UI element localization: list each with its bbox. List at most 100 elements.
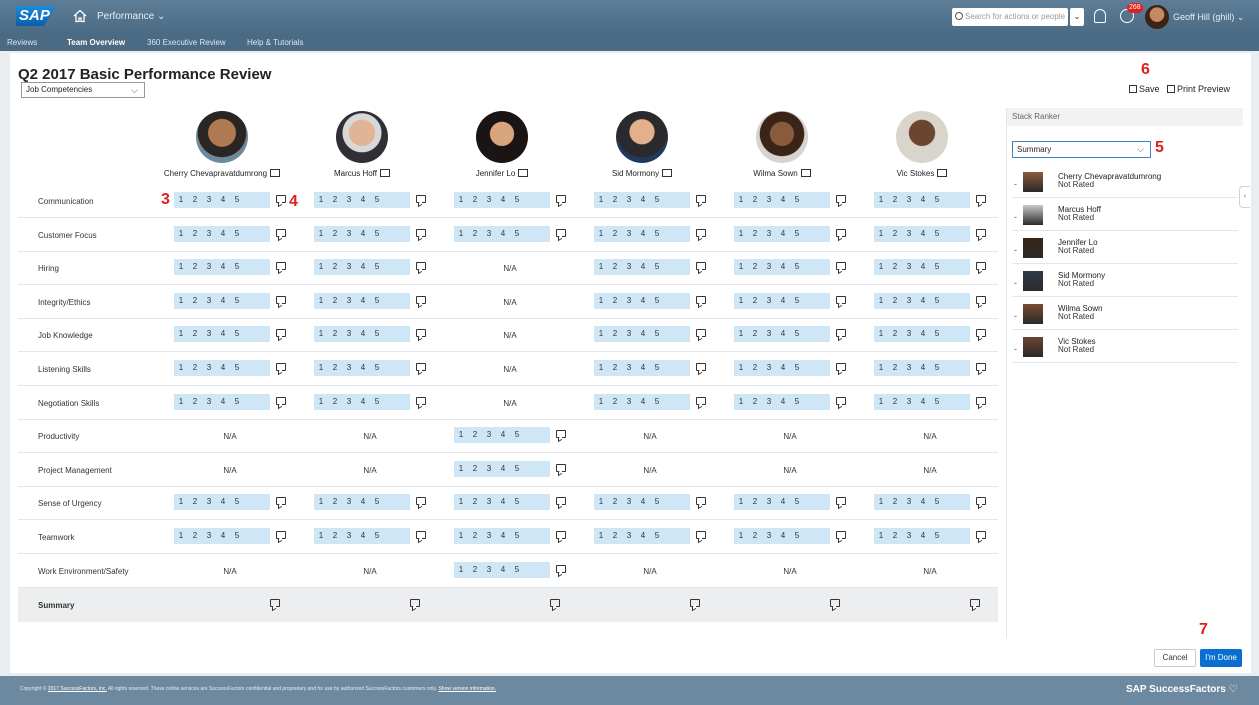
- rating-option-2[interactable]: 2: [888, 393, 902, 410]
- rating-option-3[interactable]: 3: [902, 326, 916, 343]
- rating-option-4[interactable]: 4: [916, 528, 930, 544]
- rating-option-3[interactable]: 3: [622, 360, 636, 376]
- rating-option-1[interactable]: 1: [594, 528, 608, 544]
- rating-option-1[interactable]: 1: [594, 192, 608, 208]
- rating-option-3[interactable]: 3: [342, 393, 356, 410]
- rating-option-5[interactable]: 5: [370, 494, 384, 511]
- rating-option-2[interactable]: 2: [748, 326, 762, 343]
- rating-option-3[interactable]: 3: [762, 528, 776, 544]
- collapse-panel-handle[interactable]: ‹: [1239, 186, 1250, 208]
- rating-option-4[interactable]: 4: [916, 259, 930, 276]
- rating-option-1[interactable]: 1: [174, 528, 188, 544]
- comment-icon[interactable]: [276, 396, 286, 405]
- rating-option-2[interactable]: 2: [468, 225, 482, 242]
- profile-card-icon[interactable]: [518, 169, 529, 177]
- rating-option-4[interactable]: 4: [216, 326, 230, 343]
- rating-option-3[interactable]: 3: [622, 393, 636, 410]
- rating-option-4[interactable]: 4: [636, 528, 650, 544]
- rating-option-1[interactable]: 1: [734, 259, 748, 276]
- rating-option-4[interactable]: 4: [916, 326, 930, 343]
- rating-option-2[interactable]: 2: [188, 225, 202, 242]
- comment-icon[interactable]: [276, 228, 286, 237]
- comment-icon[interactable]: [836, 329, 846, 338]
- rating-option-5[interactable]: 5: [650, 225, 664, 242]
- comment-icon[interactable]: [836, 195, 846, 203]
- rating-option-2[interactable]: 2: [328, 192, 342, 208]
- sap-logo[interactable]: SAP: [16, 6, 56, 26]
- rating-option-3[interactable]: 3: [762, 494, 776, 511]
- rating-option-5[interactable]: 5: [510, 494, 524, 511]
- comment-icon[interactable]: [976, 363, 986, 371]
- rating-option-4[interactable]: 4: [356, 360, 370, 376]
- employee-name[interactable]: Cherry Chevapravatdumrong: [152, 169, 292, 178]
- rating-option-2[interactable]: 2: [608, 360, 622, 376]
- rating-option-2[interactable]: 2: [328, 360, 342, 376]
- employee-photo[interactable]: [756, 111, 808, 163]
- rating-option-4[interactable]: 4: [496, 192, 510, 208]
- rating-option-3[interactable]: 3: [902, 494, 916, 511]
- rating-option-1[interactable]: 1: [454, 460, 468, 477]
- rating-option-3[interactable]: 3: [342, 360, 356, 376]
- comment-icon[interactable]: [696, 262, 706, 271]
- rating-option-3[interactable]: 3: [482, 561, 496, 578]
- rating-option-4[interactable]: 4: [636, 393, 650, 410]
- rating-option-1[interactable]: 1: [174, 393, 188, 410]
- rating-option-3[interactable]: 3: [342, 292, 356, 309]
- comment-icon[interactable]: [416, 295, 426, 304]
- rating-option-2[interactable]: 2: [748, 259, 762, 276]
- rating-option-4[interactable]: 4: [776, 326, 790, 343]
- rating-option-3[interactable]: 3: [622, 259, 636, 276]
- rating-option-5[interactable]: 5: [930, 360, 944, 376]
- rating-option-2[interactable]: 2: [328, 393, 342, 410]
- employee-photo[interactable]: [616, 111, 668, 163]
- rating-option-4[interactable]: 4: [356, 259, 370, 276]
- rating-option-5[interactable]: 5: [790, 360, 804, 376]
- rating-option-5[interactable]: 5: [650, 360, 664, 376]
- rating-option-3[interactable]: 3: [762, 326, 776, 343]
- comment-icon[interactable]: [836, 363, 846, 371]
- rating-option-3[interactable]: 3: [762, 393, 776, 410]
- rating-option-3[interactable]: 3: [202, 360, 216, 376]
- rating-option-2[interactable]: 2: [608, 528, 622, 544]
- rating-option-5[interactable]: 5: [230, 360, 244, 376]
- summary-comment-icon[interactable]: [830, 599, 840, 608]
- summary-comment-icon[interactable]: [270, 599, 280, 608]
- rating-option-5[interactable]: 5: [790, 292, 804, 309]
- rating-option-3[interactable]: 3: [902, 192, 916, 208]
- rating-option-3[interactable]: 3: [342, 494, 356, 511]
- rating-option-1[interactable]: 1: [734, 225, 748, 242]
- rating-option-4[interactable]: 4: [356, 494, 370, 511]
- rating-option-1[interactable]: 1: [174, 192, 188, 208]
- cancel-button[interactable]: Cancel: [1154, 649, 1196, 667]
- rating-option-5[interactable]: 5: [230, 494, 244, 511]
- rating-option-1[interactable]: 1: [454, 528, 468, 544]
- rating-option-3[interactable]: 3: [482, 192, 496, 208]
- comment-icon[interactable]: [276, 295, 286, 304]
- rating-option-2[interactable]: 2: [608, 393, 622, 410]
- rating-option-4[interactable]: 4: [776, 292, 790, 309]
- comment-icon[interactable]: [416, 329, 426, 338]
- rating-option-3[interactable]: 3: [762, 259, 776, 276]
- rating-option-1[interactable]: 1: [454, 192, 468, 208]
- rating-option-1[interactable]: 1: [174, 494, 188, 511]
- rating-option-2[interactable]: 2: [188, 292, 202, 309]
- rating-option-2[interactable]: 2: [608, 225, 622, 242]
- comment-icon[interactable]: [696, 497, 706, 506]
- comment-icon[interactable]: [696, 531, 706, 539]
- profile-card-icon[interactable]: [662, 169, 673, 177]
- rating-option-2[interactable]: 2: [888, 292, 902, 309]
- stack-ranker-item[interactable]: - Jennifer Lo Not Rated: [1012, 232, 1238, 264]
- rating-option-4[interactable]: 4: [496, 494, 510, 511]
- rating-option-4[interactable]: 4: [496, 460, 510, 477]
- comment-icon[interactable]: [696, 396, 706, 405]
- rating-option-2[interactable]: 2: [468, 427, 482, 444]
- nav-team-overview[interactable]: Team Overview: [67, 38, 126, 47]
- nav-help-tutorials[interactable]: Help & Tutorials: [247, 38, 304, 47]
- rating-option-3[interactable]: 3: [622, 326, 636, 343]
- rating-option-3[interactable]: 3: [482, 460, 496, 477]
- rating-option-5[interactable]: 5: [370, 259, 384, 276]
- rating-option-3[interactable]: 3: [202, 326, 216, 343]
- rating-option-1[interactable]: 1: [874, 528, 888, 544]
- profile-card-icon[interactable]: [937, 169, 948, 177]
- comment-icon[interactable]: [276, 497, 286, 506]
